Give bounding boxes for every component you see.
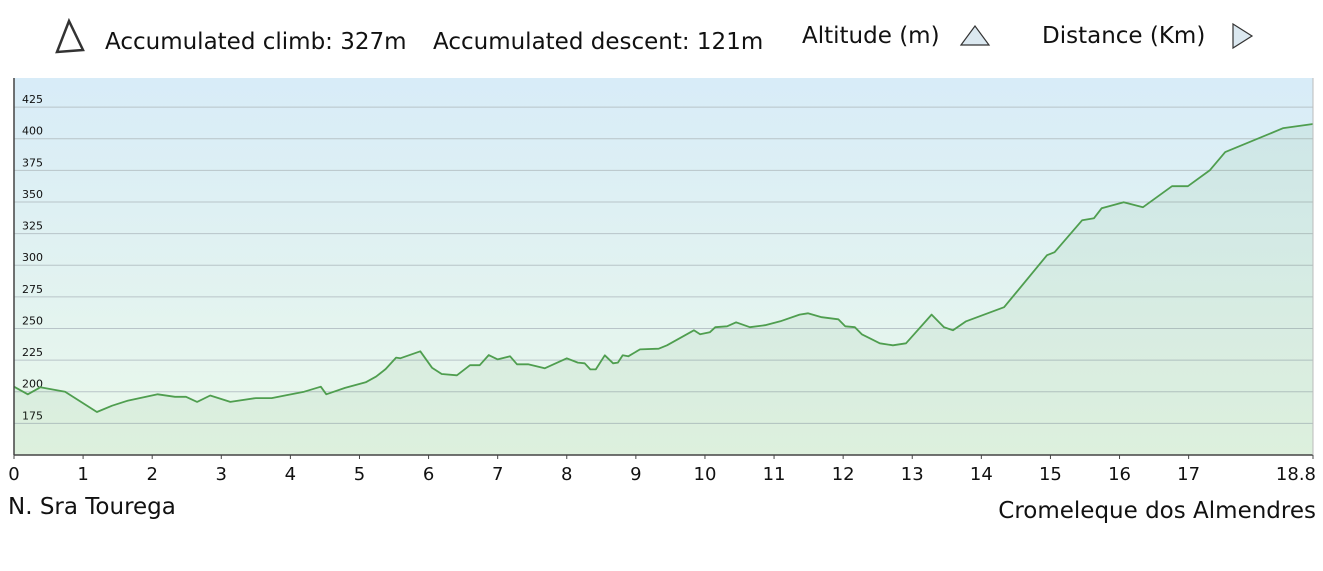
- y-tick-label: 300: [22, 251, 43, 264]
- x-tick-label: 3: [216, 464, 227, 485]
- y-tick-label: 275: [22, 283, 43, 296]
- area-fill: [14, 124, 1313, 455]
- start-label: N. Sra Tourega: [8, 494, 176, 520]
- y-tick-label: 350: [22, 188, 43, 201]
- x-tick-label: 10: [694, 464, 717, 485]
- x-tick-label: 5: [354, 464, 365, 485]
- y-axis-label: Altitude (m): [802, 23, 940, 49]
- y-tick-label: 175: [22, 409, 43, 422]
- climb-text: Accumulated climb: 327m: [105, 29, 407, 55]
- y-tick-label: 325: [22, 220, 43, 233]
- x-tick-label: 0: [8, 464, 19, 485]
- x-tick-label: 18.8: [1276, 464, 1316, 485]
- x-tick-label: 8: [561, 464, 572, 485]
- y-tick-label: 225: [22, 346, 43, 359]
- y-tick-label: 400: [22, 125, 43, 138]
- x-tick-label: 7: [492, 464, 503, 485]
- x-tick-label: 17: [1177, 464, 1200, 485]
- x-tick-label: 6: [423, 464, 434, 485]
- x-tick-label: 16: [1108, 464, 1131, 485]
- y-tick-label: 250: [22, 314, 43, 327]
- end-label: Cromeleque dos Almendres: [998, 498, 1316, 524]
- descent-text: Accumulated descent: 121m: [433, 29, 763, 55]
- climb-icon: [55, 17, 85, 54]
- x-tick-label: 11: [763, 464, 786, 485]
- distance-toggle[interactable]: [1232, 22, 1254, 50]
- x-tick-label: 1: [77, 464, 88, 485]
- y-tick-label: 375: [22, 156, 43, 169]
- y-tick-label: 200: [22, 378, 43, 391]
- x-tick-label: 15: [1039, 464, 1062, 485]
- x-tick-label: 4: [285, 464, 296, 485]
- altitude-toggle[interactable]: [959, 24, 991, 46]
- x-tick-label: 14: [970, 464, 993, 485]
- x-tick-label: 13: [901, 464, 924, 485]
- y-tick-label: 425: [22, 93, 43, 106]
- x-tick-label: 9: [630, 464, 641, 485]
- x-tick-label: 12: [832, 464, 855, 485]
- x-axis-label: Distance (Km): [1042, 23, 1205, 49]
- elevation-line: [13, 123, 1314, 413]
- x-tick-label: 2: [146, 464, 157, 485]
